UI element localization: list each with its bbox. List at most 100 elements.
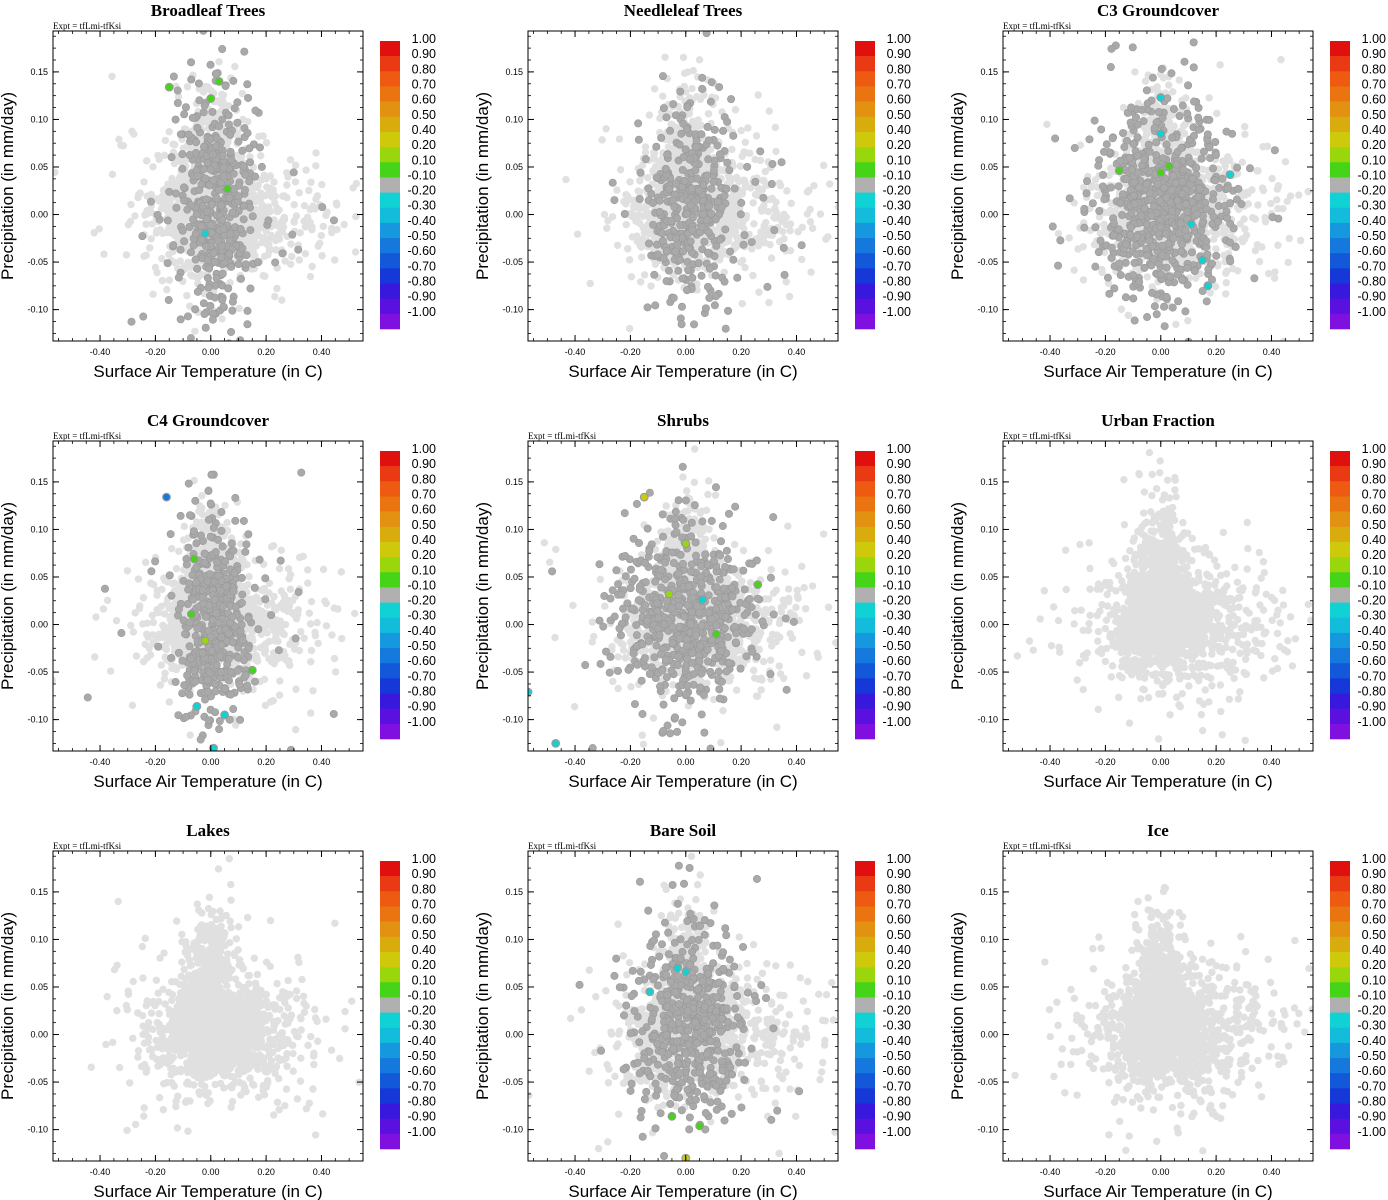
scatter-point-light xyxy=(1205,94,1213,102)
scatter-point-dark xyxy=(665,185,674,194)
scatter-point-dark xyxy=(199,108,208,117)
scatter-point-light xyxy=(615,135,624,143)
scatter-point-light xyxy=(165,128,173,136)
scatter-point-light xyxy=(638,253,646,261)
scatter-point-dark xyxy=(173,98,182,107)
scatter-point-dark xyxy=(172,203,181,212)
scatter-point-light xyxy=(131,212,139,220)
scatter-point-light xyxy=(754,184,762,192)
scatter-point-dark xyxy=(206,60,215,69)
scatter-point-dark xyxy=(768,160,777,169)
scatter-point-light xyxy=(746,149,754,158)
scatter-point-dark xyxy=(703,282,712,291)
colorbar-swatch xyxy=(855,207,875,224)
scatter-point-dark xyxy=(225,250,234,259)
scatter-point-light xyxy=(159,229,167,238)
scatter-point-dark xyxy=(246,158,255,167)
scatter-point-light xyxy=(785,292,794,301)
scatter-point-light xyxy=(842,176,849,183)
panel-title: C3 Groundcover xyxy=(1097,1,1219,20)
scatter-point-light xyxy=(155,197,163,205)
scatter-point-dark xyxy=(699,210,708,219)
scatter-point-dark xyxy=(709,166,718,175)
scatter-point-light xyxy=(322,211,330,220)
scatter-point-dark xyxy=(200,310,209,319)
scatter-point-dark xyxy=(255,143,264,152)
scatter-point-dark xyxy=(246,226,255,235)
scatter-point-light xyxy=(729,205,737,213)
scatter-point-light xyxy=(272,246,280,254)
colorbar-label: -0.60 xyxy=(408,244,437,258)
scatter-point-dark xyxy=(236,336,245,341)
scatter-point-dark xyxy=(246,284,255,293)
scatter-point-dark xyxy=(721,225,730,234)
scatter-point-dark xyxy=(224,284,233,293)
scatter-point-light xyxy=(748,245,756,253)
scatter-point-dark xyxy=(713,197,722,206)
colorbar-swatch xyxy=(380,313,400,330)
scatter-point-dark xyxy=(251,106,260,115)
colorbar-swatch xyxy=(855,283,875,299)
scatter-point-light xyxy=(635,219,644,227)
scatter-point-dark xyxy=(163,216,172,225)
scatter-point-light xyxy=(260,171,268,180)
scatter-point-light xyxy=(622,190,630,199)
scatter-point-dark xyxy=(178,150,187,159)
scatter-point-light xyxy=(257,214,265,223)
scatter-point-light xyxy=(1273,196,1281,204)
scatter-point-dark xyxy=(227,262,236,271)
scatter-point-light xyxy=(603,224,611,232)
scatter-point-dark xyxy=(608,178,617,187)
scatter-point-light xyxy=(749,199,757,207)
colorbar-swatch xyxy=(380,101,400,118)
scatter-point-dark xyxy=(653,250,662,259)
scatter-point-dark xyxy=(194,79,203,88)
x-tick-label: -0.20 xyxy=(620,347,641,357)
colorbar-swatch xyxy=(855,253,875,269)
scatter-point-light xyxy=(1284,258,1292,267)
colorbar-label: 0.70 xyxy=(412,77,436,91)
scatter-point-light xyxy=(292,212,301,220)
scatter-point-light xyxy=(661,53,669,61)
colorbar-swatch xyxy=(380,116,400,133)
scatter-point-light xyxy=(302,166,310,174)
scatter-point-dark xyxy=(706,97,715,106)
scatter-point-dark xyxy=(650,270,659,279)
scatter-point-light xyxy=(157,205,166,213)
scatter-point-dark xyxy=(693,174,702,183)
scatter-point-light xyxy=(1074,245,1082,253)
scatter-point-light xyxy=(644,173,652,182)
scatter-point-light xyxy=(332,199,341,207)
scatter-point-light xyxy=(142,157,151,165)
scatter-point-light xyxy=(258,238,266,247)
scatter-point-light xyxy=(286,260,295,268)
scatter-point-light xyxy=(645,111,654,119)
scatter-point-light xyxy=(312,162,320,170)
scatter-point-light xyxy=(295,189,303,197)
colorbar-swatch xyxy=(380,192,400,209)
scatter-point-light xyxy=(750,220,758,228)
scatter-point-dark xyxy=(163,259,172,268)
scatter-point-dark xyxy=(199,31,208,35)
scatter-point-dark xyxy=(655,207,664,216)
scatter-point-light xyxy=(752,132,761,140)
scatter-point-light xyxy=(729,211,738,219)
colorbar-label: -0.70 xyxy=(883,259,912,273)
scatter-point-dark xyxy=(682,125,691,134)
scatter-point-dark xyxy=(683,209,692,218)
scatter-point-dark xyxy=(244,93,253,102)
scatter-point-dark xyxy=(192,138,201,147)
scatter-point-dark xyxy=(620,210,629,219)
scatter-point-light xyxy=(141,211,149,219)
scatter-point-dark xyxy=(610,196,619,205)
scatter-point-light xyxy=(749,271,757,280)
scatter-point-dark xyxy=(219,163,228,172)
scatter-point-dark xyxy=(669,100,678,109)
scatter-point-dark xyxy=(236,274,245,283)
scatter-point-dark xyxy=(756,147,765,156)
scatter-point-dark xyxy=(176,245,185,254)
colorbar-label: 1.00 xyxy=(412,32,436,46)
scatter-point-dark xyxy=(206,165,215,174)
scatter-point-light xyxy=(765,298,773,307)
scatter-point-dark xyxy=(224,111,233,120)
